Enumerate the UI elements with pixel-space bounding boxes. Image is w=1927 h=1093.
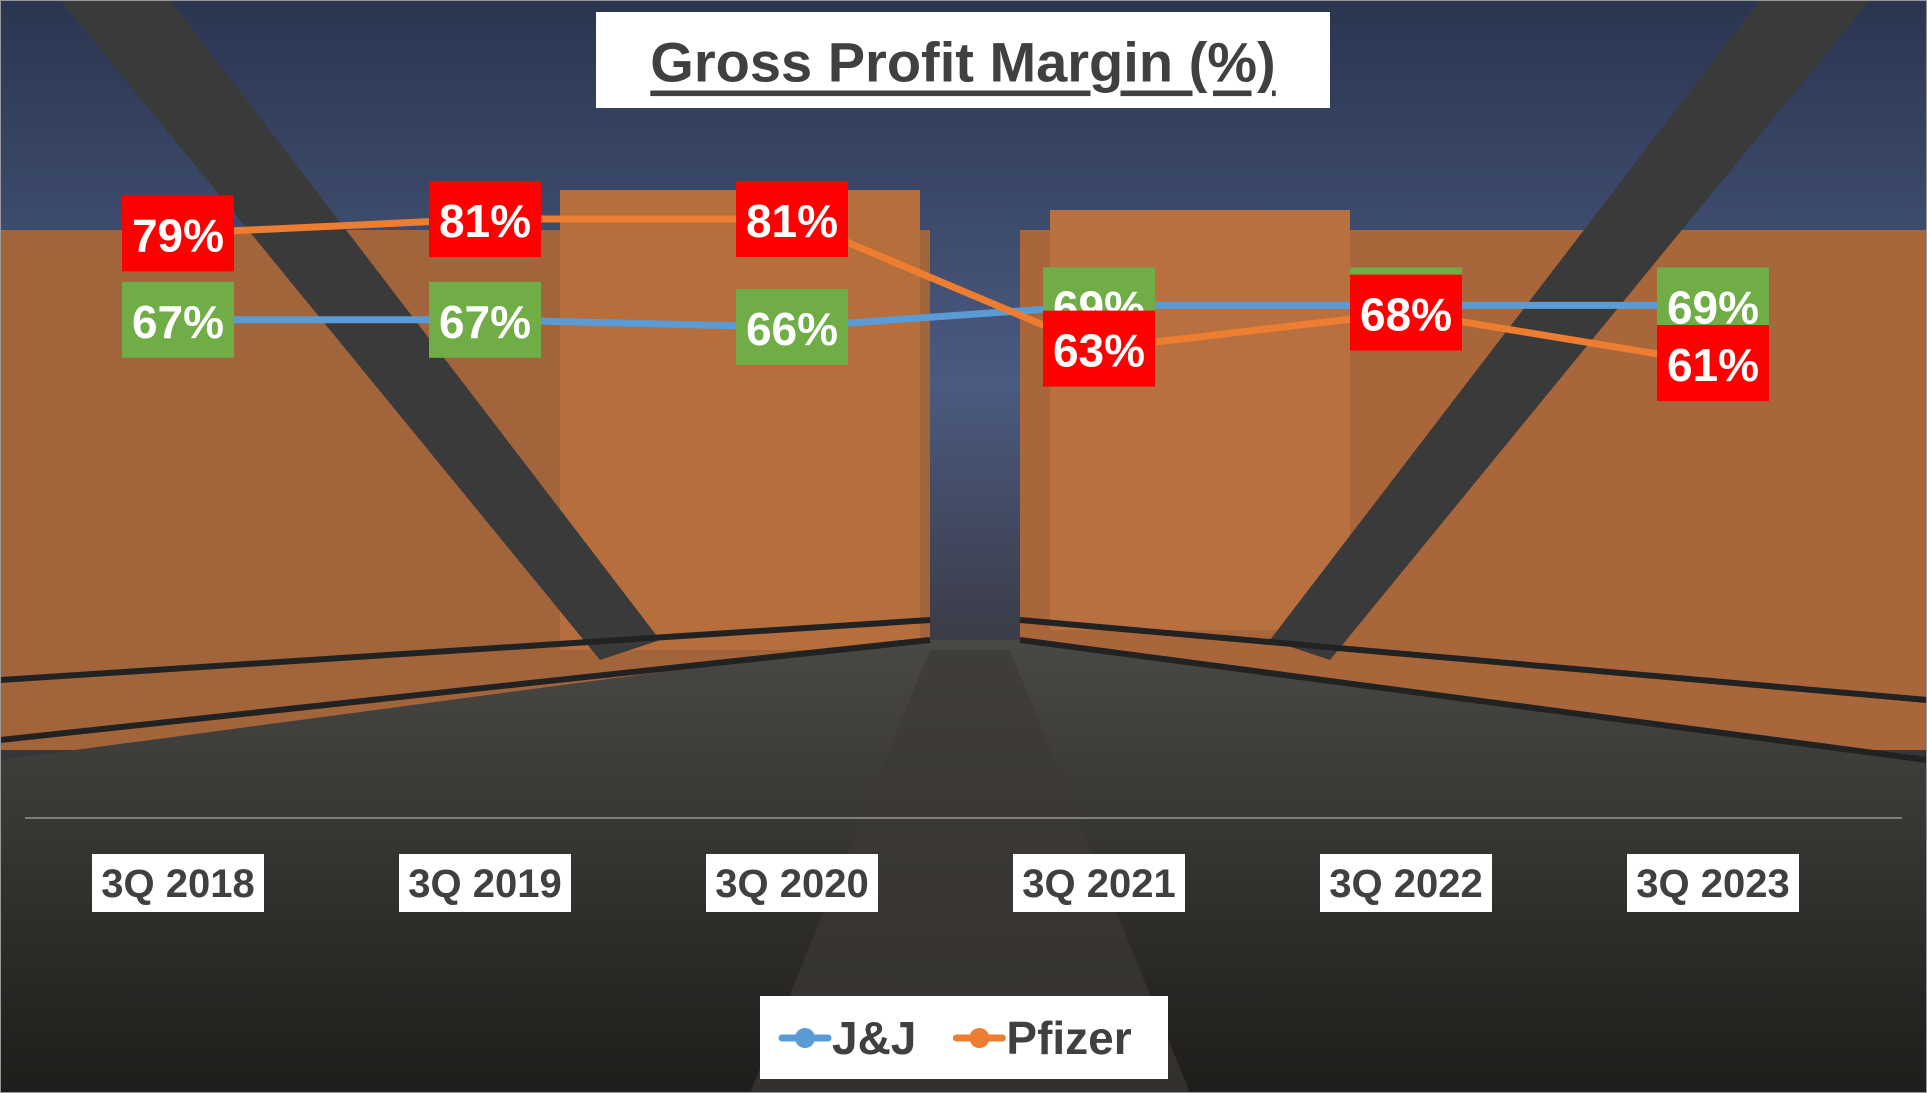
x-tick-label: 3Q 2018 [101,862,254,906]
data-label-box [429,281,541,358]
x-tick-box [706,854,878,912]
data-label: 81% [746,195,838,247]
chart-title: Gross Profit Margin (%) [650,31,1275,94]
x-tick-box [399,854,571,912]
x-tick-label: 3Q 2019 [408,862,561,906]
legend-marker [969,1028,990,1048]
data-label-box [1657,325,1769,401]
data-label-box [429,181,541,257]
legend-label: Pfizer [1006,1012,1131,1064]
data-label: 81% [439,195,531,247]
x-tick-box [1627,854,1799,912]
data-label-box [1350,274,1462,351]
data-label: 67% [439,296,531,348]
title-box [596,12,1330,108]
data-label: 68% [1360,289,1452,341]
x-tick-label: 3Q 2023 [1636,862,1789,906]
x-tick-box [92,854,264,912]
legend-marker [795,1028,815,1048]
x-tick-box [1320,854,1492,912]
data-label-box [1043,310,1155,387]
legend-label: J&J [832,1012,916,1064]
data-label: 67% [132,296,224,348]
x-tick-label: 3Q 2020 [715,862,868,906]
x-tick-label: 3Q 2021 [1022,862,1175,906]
data-label-box [122,281,234,358]
data-label-box [122,195,234,272]
data-label: 63% [1053,325,1145,377]
data-label-box [736,289,848,365]
x-tick-box [1013,854,1185,912]
data-label-box [736,181,848,257]
data-label: 69% [1667,281,1759,333]
data-label: 66% [746,303,838,355]
x-tick-label: 3Q 2022 [1329,862,1482,906]
data-label: 79% [132,209,224,261]
data-label: 61% [1667,339,1759,391]
